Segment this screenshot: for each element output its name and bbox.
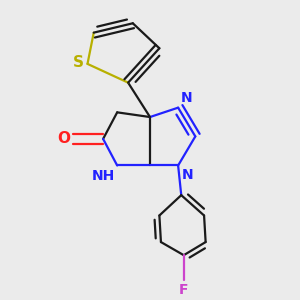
Text: N: N <box>181 168 193 182</box>
Text: O: O <box>57 131 70 146</box>
Text: F: F <box>179 283 188 297</box>
Text: S: S <box>73 55 84 70</box>
Text: N: N <box>181 91 192 104</box>
Text: NH: NH <box>92 169 115 183</box>
